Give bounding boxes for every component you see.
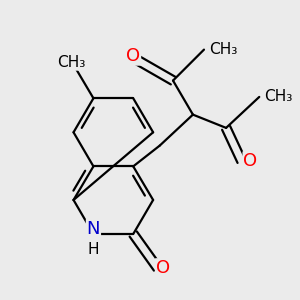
Text: O: O — [126, 47, 140, 65]
Text: H: H — [88, 242, 99, 257]
Text: N: N — [87, 220, 100, 238]
Text: CH₃: CH₃ — [209, 42, 238, 57]
Text: CH₃: CH₃ — [265, 89, 293, 104]
Text: O: O — [243, 152, 257, 170]
Text: O: O — [156, 259, 170, 277]
Text: CH₃: CH₃ — [57, 55, 86, 70]
